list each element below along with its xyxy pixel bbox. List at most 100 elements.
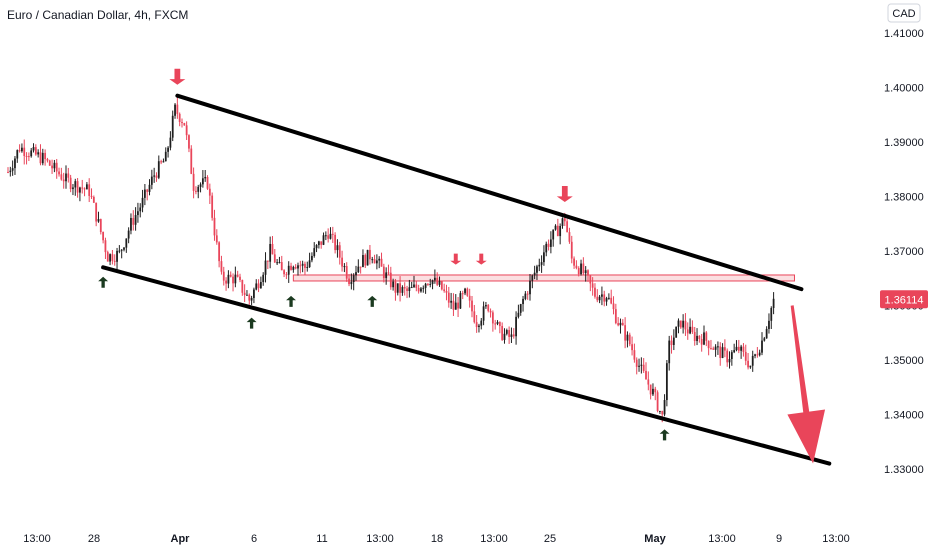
candle-218 [512,328,515,339]
candle-249 [584,266,587,282]
candle-59 [143,184,146,206]
candle-267 [626,331,629,348]
candle-242 [568,227,571,244]
candle-223 [524,291,527,301]
candle-113 [269,236,272,269]
candle-166 [392,278,395,291]
candle-153 [362,249,364,268]
candle-292 [684,313,687,336]
chart-title: Euro / Canadian Dollar, 4h, FXCM [7,8,188,22]
candle-121 [287,261,290,283]
candle-229 [538,258,541,272]
candle-94 [225,277,227,291]
candle-312 [730,350,733,366]
candle-16 [44,149,47,166]
price-axis[interactable]: 1.410001.400001.390001.380001.370001.360… [884,28,924,476]
y-tick-label-1: 1.40000 [884,83,924,95]
candle-216 [508,326,511,344]
candle-236 [554,224,557,231]
currency-selector[interactable]: CAD [887,3,921,23]
candle-29 [74,178,77,196]
candle-50 [123,247,125,252]
candle-254 [596,289,599,303]
candle-22 [58,167,60,177]
candle-127 [301,260,304,273]
candle-279 [654,386,657,401]
candle-244 [573,256,575,269]
candle-203 [478,323,480,333]
candle-273 [640,357,643,374]
x-tick-label-8: 25 [544,533,556,545]
candle-144 [341,250,343,272]
candle-227 [533,265,536,280]
currency-box-frame [887,3,921,23]
plot-area[interactable] [7,68,832,466]
candle-80 [192,167,195,199]
candle-202 [475,315,478,333]
candle-260 [610,289,613,305]
x-tick-label-2: Apr [171,533,191,545]
projection-arrow [787,305,826,464]
candle-172 [406,285,408,299]
candle-311 [728,351,731,369]
candle-309 [723,339,726,358]
candle-61 [148,179,151,196]
candle-102 [243,284,246,303]
candle-19 [51,159,53,174]
candle-194 [457,297,459,318]
x-tick-label-11: 9 [776,533,782,545]
candle-195 [459,290,462,310]
candle-125 [297,262,299,276]
candle-71 [171,110,174,142]
resistance-zone [292,274,795,282]
candle-141 [334,232,337,254]
candle-300 [703,325,705,346]
candle-45 [111,249,114,265]
candle-105 [250,295,253,306]
candle-191 [450,292,453,309]
candle-296 [693,326,696,346]
candle-25 [65,165,67,189]
candle-11 [32,143,35,153]
candle-169 [399,276,401,302]
candle-313 [733,343,736,354]
y-tick-label-6: 1.35000 [884,355,924,367]
candle-262 [614,303,617,325]
candle-69 [167,146,169,158]
x-tick-label-6: 18 [431,533,443,545]
candle-13 [37,149,40,158]
candle-284 [665,360,668,407]
candle-70 [169,131,172,151]
candle-228 [536,264,538,281]
candle-199 [468,288,471,308]
candle-39 [97,211,100,223]
candle-44 [109,253,111,266]
candle-321 [751,350,754,372]
candle-179 [422,285,425,293]
candle-78 [188,134,190,153]
candle-74 [178,112,181,127]
candle-182 [429,278,432,288]
candle-87 [208,183,211,205]
candle-234 [549,231,552,254]
candle-98 [234,266,237,288]
candle-20 [53,159,56,173]
candle-140 [331,226,334,243]
candle-72 [174,103,176,119]
candle-95 [227,270,230,289]
candle-251 [589,275,592,292]
candle-47 [116,247,118,270]
candle-0 [7,167,9,174]
candle-219 [515,311,517,345]
candle-116 [276,258,279,266]
candle-266 [624,317,627,349]
candle-290 [679,320,682,329]
candle-180 [424,282,427,294]
candle-201 [473,304,476,324]
candle-163 [385,267,388,285]
candle-85 [204,170,207,182]
candle-117 [278,256,281,264]
candle-49 [120,249,123,259]
time-axis[interactable]: 13:00 28 Apr 6 11 13:00 18 13:00 25 May 13:00 9 13:0… [23,533,850,545]
